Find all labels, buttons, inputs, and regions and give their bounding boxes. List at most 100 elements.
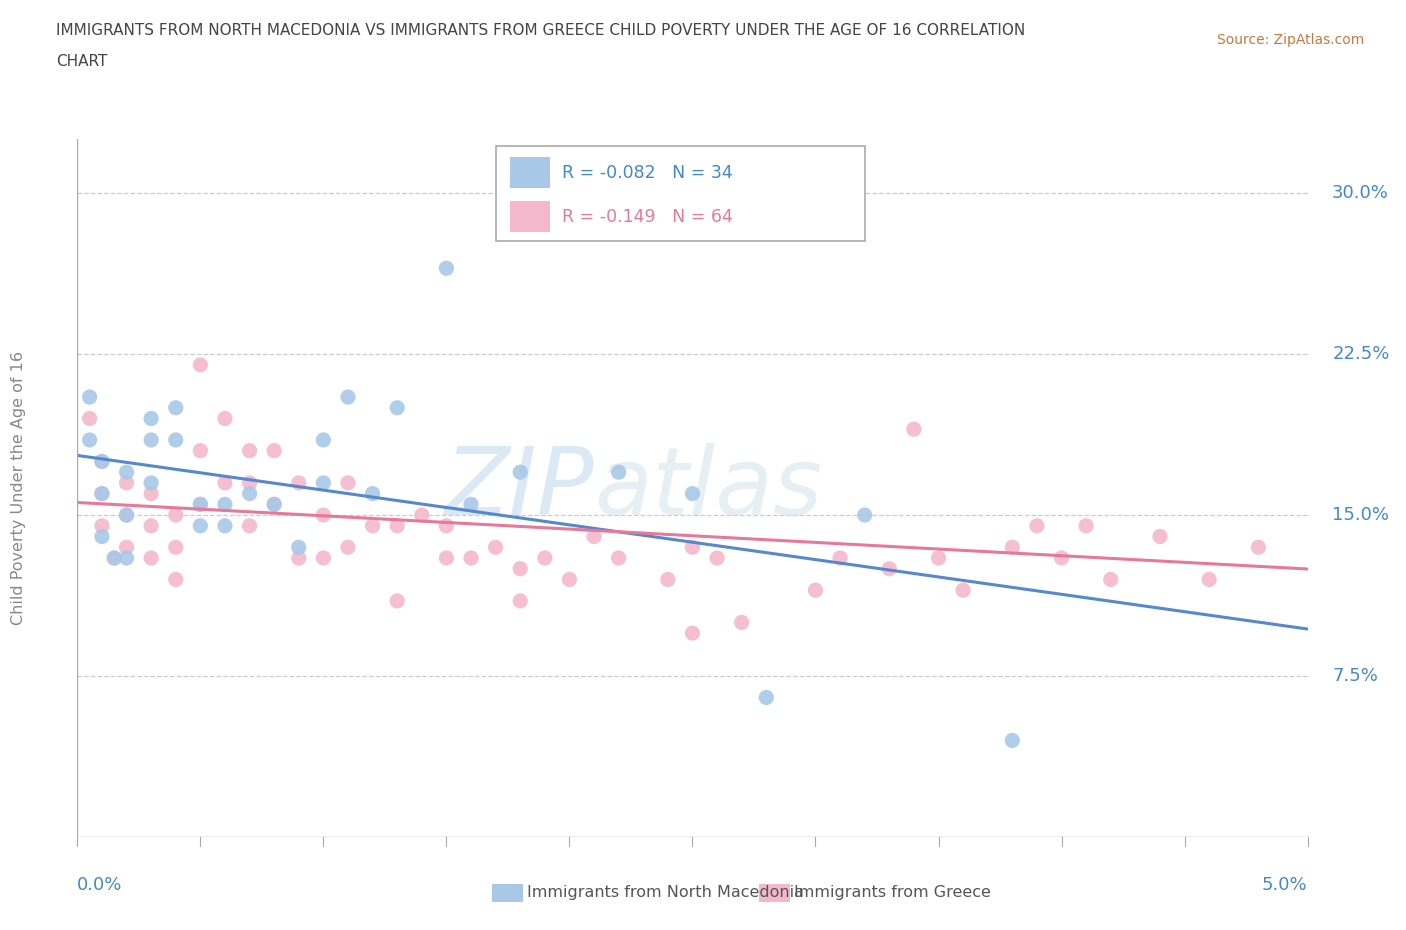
Point	[79, 411, 101, 426]
Point	[115, 508, 138, 523]
Point	[188, 444, 212, 458]
Point	[288, 539, 311, 554]
Point	[103, 551, 125, 565]
Point	[214, 411, 236, 426]
Point	[755, 196, 778, 211]
Point	[558, 572, 581, 587]
Point	[682, 626, 704, 641]
Text: 7.5%: 7.5%	[1333, 667, 1378, 685]
Point	[115, 465, 138, 480]
Point	[337, 475, 360, 490]
Point	[188, 518, 212, 533]
Point	[436, 551, 458, 565]
Text: Immigrants from Greece: Immigrants from Greece	[794, 885, 991, 900]
FancyBboxPatch shape	[496, 147, 865, 241]
Point	[1149, 529, 1171, 544]
Point	[90, 454, 114, 469]
Point	[853, 508, 876, 523]
Point	[115, 475, 138, 490]
Text: IMMIGRANTS FROM NORTH MACEDONIA VS IMMIGRANTS FROM GREECE CHILD POVERTY UNDER TH: IMMIGRANTS FROM NORTH MACEDONIA VS IMMIG…	[56, 23, 1025, 38]
Point	[1247, 539, 1270, 554]
Point	[79, 390, 101, 405]
Point	[90, 454, 114, 469]
Point	[460, 551, 482, 565]
Point	[361, 518, 384, 533]
Point	[411, 508, 433, 523]
Point	[952, 583, 974, 598]
Point	[263, 497, 285, 512]
Point	[239, 475, 262, 490]
Point	[385, 518, 409, 533]
Point	[214, 475, 236, 490]
Point	[165, 508, 187, 523]
Point	[337, 539, 360, 554]
Text: 30.0%: 30.0%	[1333, 184, 1389, 202]
Point	[141, 432, 163, 447]
Point	[879, 562, 901, 577]
Point	[165, 539, 187, 554]
Point	[682, 539, 704, 554]
Point	[706, 551, 728, 565]
Point	[188, 497, 212, 512]
Point	[903, 422, 925, 437]
Text: 15.0%: 15.0%	[1333, 506, 1389, 525]
Text: CHART: CHART	[56, 54, 108, 69]
Point	[115, 539, 138, 554]
Point	[141, 486, 163, 501]
Text: atlas: atlas	[595, 443, 823, 534]
Point	[534, 551, 557, 565]
Point	[165, 572, 187, 587]
FancyBboxPatch shape	[510, 157, 550, 189]
Point	[583, 529, 606, 544]
Point	[141, 518, 163, 533]
Text: 0.0%: 0.0%	[77, 876, 122, 894]
Text: Source: ZipAtlas.com: Source: ZipAtlas.com	[1216, 33, 1364, 46]
Point	[682, 486, 704, 501]
Point	[263, 444, 285, 458]
Point	[239, 444, 262, 458]
Point	[312, 475, 335, 490]
Point	[188, 497, 212, 512]
Point	[312, 432, 335, 447]
Text: R = -0.149   N = 64: R = -0.149 N = 64	[562, 207, 733, 226]
Point	[115, 508, 138, 523]
Point	[1099, 572, 1122, 587]
Point	[1001, 733, 1024, 748]
Point	[263, 497, 285, 512]
Text: R = -0.082   N = 34: R = -0.082 N = 34	[562, 164, 733, 181]
Point	[1001, 539, 1024, 554]
Point	[90, 486, 114, 501]
Point	[804, 583, 827, 598]
Point	[485, 539, 508, 554]
Point	[928, 551, 950, 565]
Point	[214, 497, 236, 512]
Point	[214, 518, 236, 533]
Point	[90, 518, 114, 533]
Point	[90, 529, 114, 544]
Point	[830, 551, 852, 565]
Point	[141, 551, 163, 565]
Point	[1198, 572, 1220, 587]
Point	[165, 400, 187, 415]
Point	[115, 551, 138, 565]
Text: 5.0%: 5.0%	[1263, 876, 1308, 894]
FancyBboxPatch shape	[510, 201, 550, 232]
Text: Immigrants from North Macedonia: Immigrants from North Macedonia	[527, 885, 804, 900]
Point	[385, 400, 409, 415]
Point	[141, 475, 163, 490]
Point	[312, 508, 335, 523]
Point	[385, 593, 409, 608]
Point	[1026, 518, 1049, 533]
Point	[657, 572, 679, 587]
Point	[239, 518, 262, 533]
Point	[607, 465, 630, 480]
Point	[460, 497, 482, 512]
Point	[1050, 551, 1073, 565]
Point	[1076, 518, 1098, 533]
Point	[239, 486, 262, 501]
Point	[361, 486, 384, 501]
Point	[103, 551, 125, 565]
Point	[509, 562, 531, 577]
Point	[79, 432, 101, 447]
Point	[607, 551, 630, 565]
